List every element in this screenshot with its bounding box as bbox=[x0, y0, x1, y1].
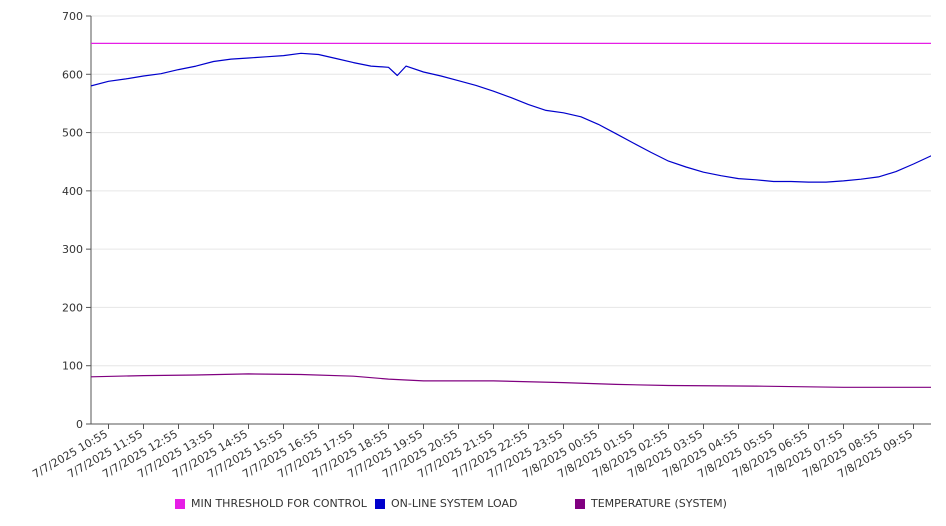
y-tick-label: 200 bbox=[62, 301, 83, 314]
legend-item-system-load: ON-LINE SYSTEM LOAD bbox=[375, 497, 517, 510]
series-system-load-line bbox=[91, 52, 931, 183]
y-tick-label: 500 bbox=[62, 127, 83, 140]
legend-swatch-threshold bbox=[175, 498, 185, 509]
x-tick-labels: 7/7/2025 10:557/7/2025 11:557/7/2025 12:… bbox=[30, 427, 915, 481]
y-tick-label: 300 bbox=[62, 243, 83, 256]
line-chart: 0 100 200 300 400 500 600 700 7/7/2025 10:557/7… bbox=[30, 10, 931, 481]
legend-item-temperature: TEMPERATURE (SYSTEM) bbox=[575, 497, 727, 510]
legend-label-system-load: ON-LINE SYSTEM LOAD bbox=[391, 497, 518, 510]
legend-swatch-system-load bbox=[375, 498, 385, 509]
y-tick-label: 100 bbox=[62, 360, 83, 373]
legend-label-temperature: TEMPERATURE (SYSTEM) bbox=[591, 497, 727, 510]
legend-label-threshold: MIN THRESHOLD FOR CONTROL bbox=[191, 497, 367, 510]
y-tick-label: 400 bbox=[62, 185, 83, 198]
y-tick-labels: 0 100 200 300 400 500 600 700 bbox=[62, 10, 83, 431]
y-tick-label: 600 bbox=[62, 68, 83, 81]
y-tick-label: 0 bbox=[76, 418, 83, 431]
legend-item-threshold: MIN THRESHOLD FOR CONTROL bbox=[175, 497, 367, 510]
grid-lines bbox=[91, 15, 931, 367]
legend: MIN THRESHOLD FOR CONTROL ON-LINE SYSTEM… bbox=[0, 497, 946, 515]
series-lines bbox=[91, 42, 931, 388]
legend-swatch-temperature bbox=[575, 498, 585, 509]
y-tick-label: 700 bbox=[62, 10, 83, 23]
axes bbox=[86, 15, 931, 429]
series-temperature-line bbox=[91, 373, 931, 388]
